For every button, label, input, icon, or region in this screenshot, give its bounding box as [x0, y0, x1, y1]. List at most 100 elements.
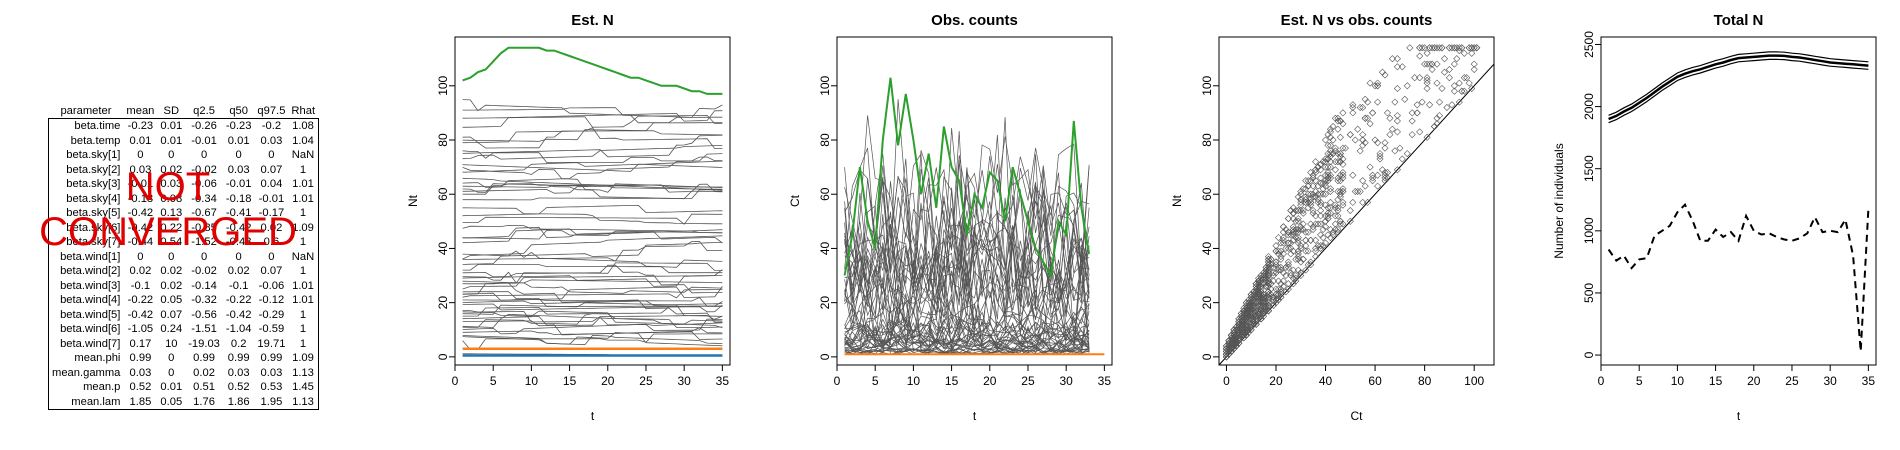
scatter-point	[1264, 271, 1273, 280]
background-series-line	[844, 258, 1090, 348]
scatter-point	[1264, 299, 1273, 307]
scatter-point	[1359, 198, 1367, 206]
scatter-point	[1336, 158, 1344, 166]
scatter-point	[1334, 187, 1342, 196]
scatter-point	[1250, 304, 1258, 312]
scatter-point	[1279, 250, 1287, 258]
value-cell: -0.29	[258, 308, 285, 321]
scatter-point	[1321, 136, 1330, 144]
scatter-point	[1250, 290, 1258, 299]
scatter-point	[1383, 109, 1392, 117]
scatter-point	[1433, 120, 1441, 128]
background-series-line	[462, 264, 723, 274]
parameter-cell: beta.sky[4]	[66, 192, 121, 205]
scatter-point	[1237, 320, 1245, 328]
scatter-point	[1255, 312, 1263, 320]
background-series-line	[462, 315, 723, 331]
background-series-line	[462, 213, 723, 225]
scatter-point	[1331, 114, 1339, 122]
background-series-line	[462, 280, 723, 294]
scatter-point	[1289, 266, 1297, 274]
scatter-point	[1458, 44, 1466, 52]
scatter-point	[1267, 261, 1275, 269]
scatter-point	[1393, 117, 1401, 125]
x-tick-label: 35	[1098, 374, 1112, 388]
scatter-point	[1433, 60, 1441, 68]
table-row: mean.lam 1.85 0.05 1.76 1.86 1.95 1.13	[49, 395, 319, 410]
scatter-point	[1326, 185, 1335, 193]
background-series-line	[844, 167, 1090, 303]
chart-title: Est. N vs obs. counts	[1281, 12, 1433, 29]
value-cell: 19.71	[257, 337, 286, 350]
scatter-point	[1473, 44, 1481, 52]
scatter-point	[1366, 120, 1374, 128]
value-cell: 1.13	[292, 395, 314, 408]
scatter-point	[1470, 44, 1478, 52]
scatter-point	[1341, 144, 1349, 152]
y-tick-label: 20	[436, 296, 450, 310]
scatter-point	[1339, 144, 1347, 152]
scatter-point	[1349, 171, 1357, 179]
scatter-point	[1304, 228, 1312, 236]
scatter-point	[1302, 228, 1310, 236]
column-header: q50	[229, 105, 248, 117]
y-axis-label: Nt	[1170, 194, 1184, 207]
scatter-point	[1438, 44, 1446, 52]
scatter-point	[1361, 114, 1369, 122]
scatter-point	[1403, 150, 1411, 158]
scatter-point	[1292, 277, 1300, 285]
background-series-line	[462, 334, 723, 346]
scatter-point	[1354, 187, 1362, 196]
scatter-point	[1448, 101, 1456, 109]
total-upper-bound	[1608, 51, 1869, 116]
scatter-point	[1289, 231, 1297, 239]
highlight-series-line	[462, 46, 723, 95]
scatter-point	[1250, 296, 1258, 304]
scatter-point	[1319, 225, 1327, 234]
scatter-point	[1381, 71, 1389, 79]
value-cell: 0.03	[227, 163, 250, 176]
scatter-point	[1269, 269, 1278, 277]
column-header: Rhat	[291, 105, 316, 117]
scatter-point	[1277, 280, 1285, 288]
scatter-point	[1321, 182, 1330, 190]
scatter-point	[1458, 87, 1466, 95]
scatter-point	[1398, 155, 1406, 163]
scatter-point	[1299, 255, 1307, 263]
background-series-line	[844, 117, 1090, 304]
x-tick-label: 5	[872, 374, 879, 388]
scatter-point	[1351, 136, 1359, 144]
scatter-point	[1314, 220, 1322, 228]
scatter-point	[1334, 177, 1342, 185]
scatter-point	[1329, 150, 1337, 158]
parameter-cell: beta.wind[3]	[60, 279, 121, 292]
value-cell: -0.02	[191, 163, 217, 176]
scatter-point	[1257, 293, 1265, 301]
parameter-cell: beta.wind[2]	[60, 265, 121, 278]
scatter-point	[1250, 320, 1258, 328]
scatter-point	[1289, 236, 1297, 244]
background-series-line	[462, 183, 723, 194]
scatter-point	[1408, 131, 1416, 139]
y-tick-label: 80	[818, 133, 832, 147]
background-series-line	[462, 129, 723, 142]
value-cell: -0.01	[191, 134, 217, 147]
background-series-line	[462, 204, 723, 217]
value-cell: -0.26	[191, 120, 217, 133]
value-cell: -0.23	[225, 120, 252, 133]
value-cell: 0	[200, 149, 208, 162]
scatter-point	[1307, 198, 1315, 206]
scatter-point	[1255, 290, 1263, 299]
scatter-point	[1317, 231, 1325, 239]
scatter-point	[1339, 198, 1347, 206]
scatter-point	[1359, 177, 1367, 185]
value-cell: 1.95	[260, 395, 283, 408]
scatter-point	[1262, 304, 1270, 312]
scatter-point	[1374, 171, 1382, 179]
y-tick-label: 2500	[1582, 31, 1596, 58]
parameter-cell: mean.phi	[74, 352, 121, 365]
scatter-point	[1272, 269, 1280, 277]
scatter-point	[1292, 206, 1300, 215]
scatter-point	[1299, 225, 1307, 234]
scatter-point	[1336, 171, 1344, 179]
